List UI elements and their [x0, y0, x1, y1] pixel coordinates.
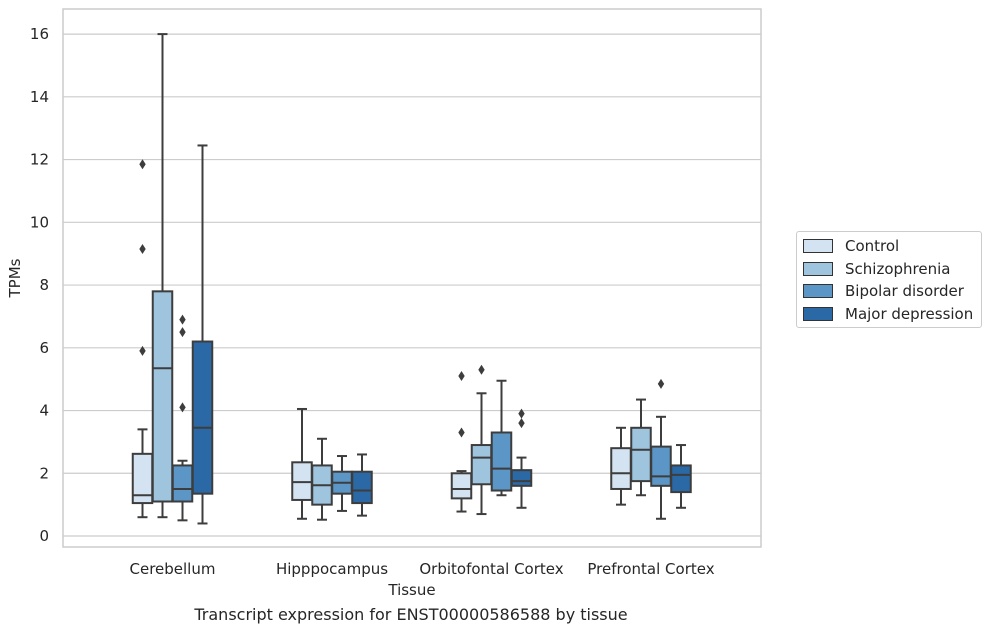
outlier-point — [139, 243, 146, 254]
series-major-depression — [191, 144, 692, 525]
legend-item: Schizophrenia — [797, 258, 981, 281]
chart-caption: Transcript expression for ENST0000058658… — [194, 605, 628, 624]
y-axis-label: TPMs — [6, 258, 24, 298]
y-tick-label: 14 — [30, 88, 49, 106]
y-tick-label: 16 — [30, 25, 49, 43]
legend-label: Bipolar disorder — [845, 282, 964, 301]
legend-label: Schizophrenia — [845, 259, 951, 278]
x-axis-ticks: Cerebellum Hipppocampus Orbitofontal Corte… — [130, 560, 715, 578]
box — [470, 364, 493, 516]
outlier-point — [139, 159, 146, 170]
outlier-point — [518, 418, 525, 429]
outlier-point — [478, 364, 485, 375]
legend-swatch — [803, 261, 833, 276]
box — [151, 33, 174, 519]
box-body — [610, 447, 632, 490]
x-tick-label: Hipppocampus — [276, 560, 388, 578]
series-control — [131, 159, 632, 520]
box-body — [191, 340, 214, 495]
box-body — [490, 431, 513, 492]
box — [650, 378, 672, 520]
box — [331, 455, 353, 512]
y-tick-label: 12 — [30, 151, 49, 169]
box-body — [470, 444, 493, 486]
box — [450, 371, 473, 513]
outlier-point — [657, 378, 665, 389]
series-bipolar-disorder — [171, 314, 672, 522]
box — [670, 444, 692, 509]
x-tick-label: Orbitofontal Cortex — [419, 560, 563, 578]
y-tick-label: 2 — [39, 464, 49, 482]
box — [490, 379, 513, 497]
series-schizophrenia — [151, 33, 652, 521]
box — [191, 144, 214, 525]
y-tick-label: 8 — [39, 276, 49, 294]
legend-swatch — [803, 306, 833, 321]
box — [630, 398, 652, 497]
box-body — [351, 470, 373, 505]
y-axis-ticks: 0 2 4 6 8 10 12 14 16 — [30, 25, 49, 545]
outlier-point — [179, 327, 186, 338]
plot-frame — [62, 8, 762, 548]
box — [610, 426, 632, 506]
box-body — [630, 426, 652, 483]
legend-swatch — [803, 239, 833, 254]
outlier-point — [179, 402, 186, 413]
legend-label: Major depression — [845, 304, 974, 323]
legend-label: Control — [845, 237, 900, 256]
legend-item: Major depression — [797, 303, 981, 326]
x-tick-label: Cerebellum — [130, 560, 216, 578]
y-tick-label: 4 — [39, 402, 49, 420]
box — [291, 407, 313, 520]
box — [351, 453, 373, 517]
legend-item: Bipolar disorder — [797, 280, 981, 303]
y-tick-label: 10 — [30, 213, 49, 231]
legend: Control Schizophrenia Bipolar disorder Majo… — [796, 231, 982, 328]
outlier-point — [518, 408, 525, 419]
outlier-point — [139, 345, 146, 356]
box-groups — [131, 33, 692, 525]
y-tick-label: 6 — [39, 339, 49, 357]
box — [171, 314, 194, 522]
legend-swatch — [803, 284, 833, 299]
box-body — [670, 464, 692, 494]
x-tick-label: Prefrontal Cortex — [587, 560, 714, 578]
box-body — [151, 290, 174, 503]
legend-item: Control — [797, 235, 981, 258]
box-body — [650, 445, 672, 487]
y-tick-label: 0 — [39, 527, 49, 545]
box-body — [510, 469, 533, 487]
outlier-point — [458, 427, 465, 438]
box — [131, 159, 154, 519]
outlier-point — [458, 371, 465, 382]
box-body — [450, 472, 473, 500]
box — [510, 408, 533, 509]
outlier-point — [179, 314, 186, 325]
box-body — [171, 464, 194, 503]
box — [311, 437, 333, 521]
x-axis-label: Tissue — [387, 581, 435, 599]
